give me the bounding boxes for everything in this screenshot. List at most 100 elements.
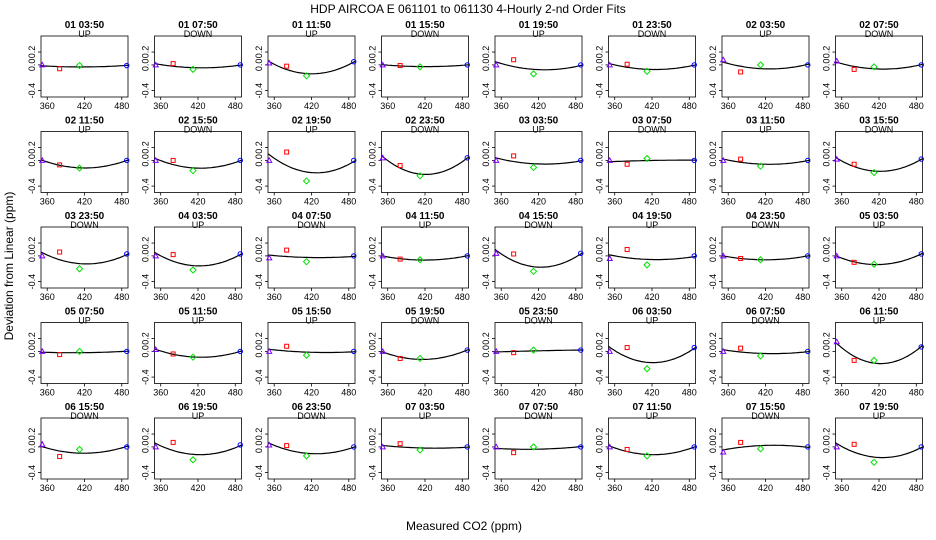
- y-tick-label: 0.0: [254, 59, 264, 72]
- x-tick-label: 360: [834, 101, 849, 111]
- panel-mode: UP: [646, 220, 659, 230]
- panel-title: 01 03:50: [65, 20, 105, 31]
- data-point-circle: [124, 157, 130, 164]
- data-point-square: [511, 57, 517, 63]
- fit-curve: [835, 252, 923, 266]
- panel-frame: [381, 322, 469, 384]
- panel-mode: DOWN: [638, 29, 667, 39]
- panel-mode: UP: [305, 125, 318, 135]
- y-tick-label: 0.0: [708, 250, 718, 263]
- data-point-circle: [464, 253, 470, 259]
- data-point-circle: [124, 444, 130, 450]
- fit-curve: [154, 251, 242, 267]
- data-point-triangle: [265, 254, 273, 261]
- panel-mode: UP: [192, 411, 205, 421]
- y-tick-label: 0.0: [708, 154, 718, 167]
- data-point-diamond: [643, 261, 651, 269]
- data-point-square: [397, 355, 403, 361]
- y-tick-label: -0.4: [254, 274, 264, 290]
- data-point-circle: [918, 251, 924, 257]
- y-tick-label: -0.4: [27, 178, 37, 194]
- x-tick-label: 360: [494, 483, 509, 493]
- y-axis-label: Deviation from Linear (ppm): [2, 192, 16, 341]
- panel-mode: DOWN: [411, 125, 440, 135]
- x-axis-label: Measured CO2 (ppm): [406, 519, 522, 533]
- y-tick-label: -0.4: [822, 465, 832, 481]
- y-tick-label: 0.0: [27, 154, 37, 167]
- data-point-square: [738, 345, 744, 351]
- x-tick-label: 420: [758, 388, 773, 398]
- y-tick-label: 0.2: [708, 332, 718, 345]
- data-point-square: [851, 259, 857, 265]
- y-tick-label: 0.2: [595, 428, 605, 441]
- fit-curve: [40, 350, 129, 354]
- y-tick-label: 0.0: [141, 250, 151, 263]
- data-point-circle: [464, 444, 470, 450]
- x-tick-label: 360: [380, 101, 395, 111]
- data-point-triangle: [38, 61, 46, 68]
- y-tick-label: -0.4: [141, 274, 151, 290]
- data-point-diamond: [302, 452, 311, 460]
- y-tick-label: -0.4: [141, 83, 151, 99]
- x-tick-label: 420: [417, 197, 432, 207]
- fit-curve: [40, 159, 129, 169]
- y-tick-label: 0.2: [141, 237, 151, 250]
- panel-title: 01 23:50: [632, 20, 672, 31]
- x-tick-label: 360: [153, 197, 168, 207]
- y-tick-label: 0.2: [481, 237, 491, 250]
- x-tick-label: 480: [568, 388, 583, 398]
- panel-title: 02 03:50: [746, 20, 786, 31]
- data-point-square: [738, 439, 744, 445]
- y-tick-label: 0.2: [254, 46, 264, 59]
- panel-title: 07 11:50: [633, 402, 672, 413]
- panel-mode: UP: [759, 125, 772, 135]
- data-point-triangle: [379, 252, 387, 259]
- panel-title: 06 03:50: [632, 307, 672, 318]
- x-tick-label: 480: [455, 101, 470, 111]
- data-point-diamond: [189, 266, 197, 274]
- x-tick-label: 480: [228, 388, 243, 398]
- data-point-square: [57, 249, 63, 255]
- panel-mode: DOWN: [411, 316, 440, 326]
- panel-frame: [40, 131, 129, 193]
- data-point-triangle: [265, 347, 273, 354]
- data-point-square: [851, 66, 857, 72]
- panel-mode: DOWN: [524, 220, 553, 230]
- x-tick-label: 360: [153, 292, 168, 302]
- data-point-diamond: [416, 63, 424, 71]
- fit-curve: [608, 62, 696, 71]
- y-tick-label: 0.0: [708, 345, 718, 358]
- data-point-diamond: [416, 256, 424, 264]
- y-tick-label: 0.2: [481, 428, 491, 441]
- panel-frame: [835, 417, 923, 480]
- panel-mode: UP: [419, 411, 432, 421]
- data-point-circle: [351, 157, 357, 164]
- y-tick-label: 0.0: [481, 250, 491, 263]
- fit-curve: [267, 442, 356, 455]
- data-point-triangle: [833, 155, 841, 162]
- data-point-triangle: [833, 252, 841, 259]
- fit-curve: [721, 158, 810, 165]
- data-point-square: [284, 63, 290, 69]
- x-tick-label: 420: [190, 197, 205, 207]
- panel-frame: [267, 35, 356, 98]
- y-tick-label: 0.0: [254, 441, 264, 454]
- y-tick-label: 0.2: [481, 141, 491, 154]
- data-point-square: [170, 252, 176, 258]
- y-tick-label: 0.0: [481, 154, 491, 167]
- data-point-triangle: [265, 156, 273, 163]
- panel-mode: UP: [192, 316, 205, 326]
- x-tick-label: 360: [834, 483, 849, 493]
- panel-title: 03 03:50: [519, 116, 559, 127]
- data-point-diamond: [302, 351, 311, 359]
- y-tick-label: 0.0: [708, 441, 718, 454]
- panel-mode: DOWN: [751, 411, 780, 421]
- x-tick-label: 420: [190, 101, 205, 111]
- x-tick-label: 480: [228, 197, 243, 207]
